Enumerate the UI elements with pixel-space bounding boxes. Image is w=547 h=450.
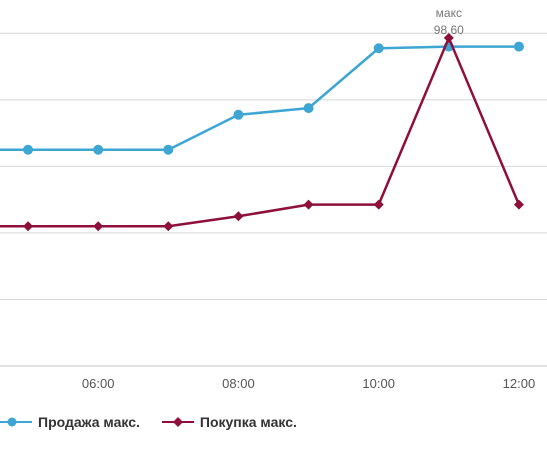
x-tick-label: 08:00 xyxy=(222,376,255,391)
annotation-value: 98.60 xyxy=(434,23,464,37)
legend-sell-swatch-icon xyxy=(0,417,32,427)
data-point xyxy=(303,199,314,210)
data-point xyxy=(373,199,384,210)
x-tick-label: 10:00 xyxy=(362,376,395,391)
data-point xyxy=(93,221,104,232)
legend-item-sell[interactable]: Продажа макс. xyxy=(0,414,140,430)
data-point xyxy=(443,32,454,43)
data-point xyxy=(373,43,384,54)
grid-lines xyxy=(0,32,547,367)
legend-buy-swatch-icon xyxy=(161,417,194,427)
data-point xyxy=(303,103,314,114)
data-point xyxy=(233,211,244,222)
x-tick-label: 12:00 xyxy=(503,376,536,391)
legend-item-buy[interactable]: Покупка макс. xyxy=(161,414,297,430)
data-point xyxy=(163,221,174,232)
data-point xyxy=(93,144,104,155)
max-annotation: макс 98.60 xyxy=(434,6,464,37)
x-tick-label: 06:00 xyxy=(82,376,115,391)
data-point xyxy=(163,144,174,155)
data-point xyxy=(233,109,244,120)
chart-series xyxy=(0,32,524,232)
legend: Продажа макс. Покупка макс. xyxy=(0,408,319,436)
x-axis: 06:00 08:00 10:00 12:00 xyxy=(82,376,535,391)
legend-label-buy: Покупка макс. xyxy=(199,414,297,430)
line-chart: 06:00 08:00 10:00 12:00 макс 98.60 xyxy=(0,6,547,391)
data-point xyxy=(513,199,524,210)
series-line-1 xyxy=(0,36,521,228)
annotation-label: макс xyxy=(436,6,462,20)
data-point xyxy=(23,144,34,155)
series-line-0 xyxy=(0,45,519,151)
legend-label-sell: Продажа макс. xyxy=(38,414,140,430)
data-point xyxy=(513,41,524,52)
data-point xyxy=(23,221,34,232)
